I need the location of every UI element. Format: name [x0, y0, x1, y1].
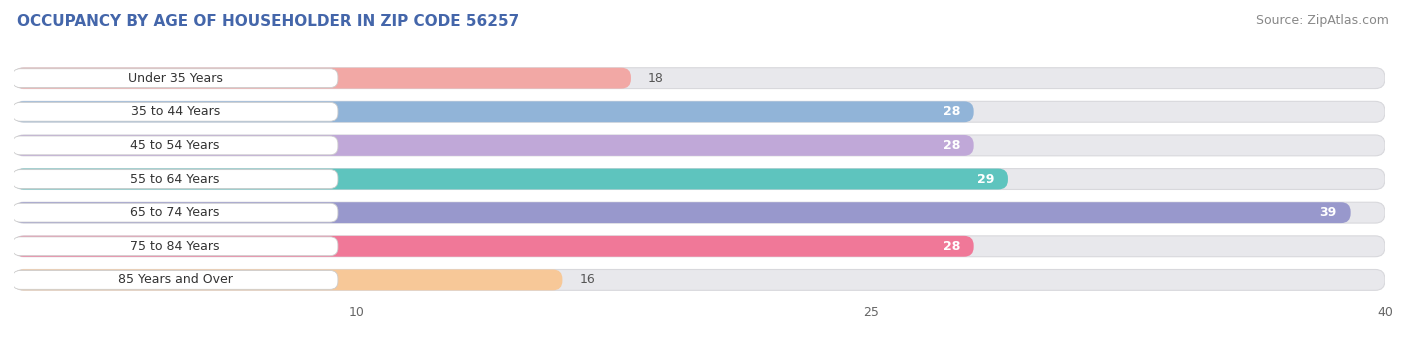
Text: 16: 16: [579, 273, 595, 286]
FancyBboxPatch shape: [14, 135, 1385, 156]
FancyBboxPatch shape: [14, 202, 1385, 223]
FancyBboxPatch shape: [13, 203, 337, 222]
FancyBboxPatch shape: [13, 237, 337, 256]
Text: 45 to 54 Years: 45 to 54 Years: [131, 139, 219, 152]
FancyBboxPatch shape: [14, 269, 562, 290]
FancyBboxPatch shape: [14, 68, 631, 89]
Text: 75 to 84 Years: 75 to 84 Years: [131, 240, 219, 253]
FancyBboxPatch shape: [13, 136, 337, 155]
FancyBboxPatch shape: [13, 270, 337, 289]
FancyBboxPatch shape: [14, 168, 1385, 190]
Text: 18: 18: [648, 72, 664, 85]
FancyBboxPatch shape: [14, 269, 1385, 290]
FancyBboxPatch shape: [14, 236, 973, 257]
Text: 28: 28: [942, 240, 960, 253]
FancyBboxPatch shape: [14, 101, 1385, 122]
Text: 28: 28: [942, 105, 960, 118]
Text: 65 to 74 Years: 65 to 74 Years: [131, 206, 219, 219]
FancyBboxPatch shape: [14, 202, 1351, 223]
FancyBboxPatch shape: [14, 68, 1385, 89]
FancyBboxPatch shape: [14, 135, 973, 156]
FancyBboxPatch shape: [14, 236, 1385, 257]
Text: 55 to 64 Years: 55 to 64 Years: [131, 173, 219, 186]
FancyBboxPatch shape: [14, 101, 973, 122]
FancyBboxPatch shape: [13, 169, 337, 189]
Text: 28: 28: [942, 139, 960, 152]
FancyBboxPatch shape: [14, 168, 1008, 190]
Text: Source: ZipAtlas.com: Source: ZipAtlas.com: [1256, 14, 1389, 27]
Text: Under 35 Years: Under 35 Years: [128, 72, 222, 85]
FancyBboxPatch shape: [13, 69, 337, 88]
Text: 85 Years and Over: 85 Years and Over: [118, 273, 232, 286]
Text: 29: 29: [977, 173, 994, 186]
Text: 35 to 44 Years: 35 to 44 Years: [131, 105, 219, 118]
FancyBboxPatch shape: [13, 102, 337, 121]
Text: 39: 39: [1320, 206, 1337, 219]
Text: OCCUPANCY BY AGE OF HOUSEHOLDER IN ZIP CODE 56257: OCCUPANCY BY AGE OF HOUSEHOLDER IN ZIP C…: [17, 14, 519, 29]
